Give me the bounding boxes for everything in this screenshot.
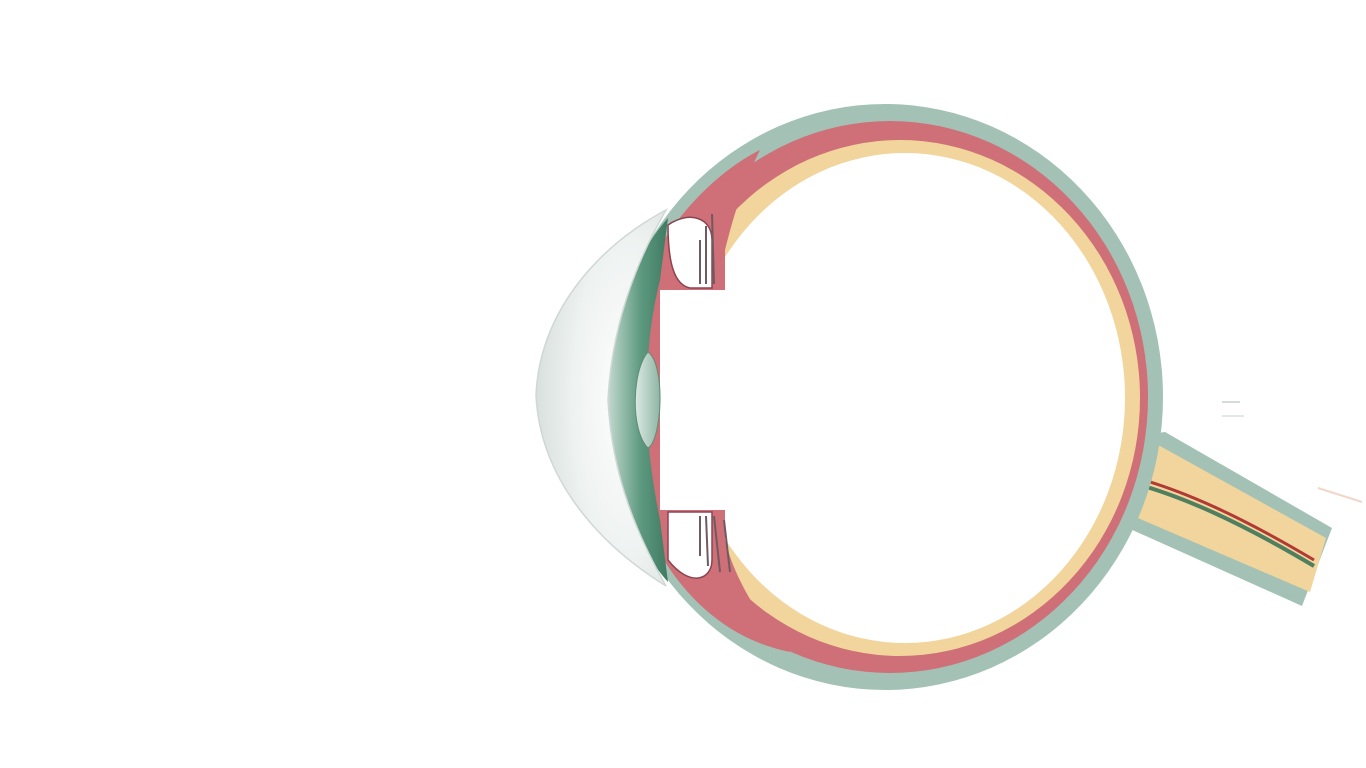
cornea: [535, 208, 668, 587]
ciliary-processes-upper: [667, 213, 715, 289]
nerve-reflections: [1222, 401, 1363, 503]
ciliary-processes-lower: [667, 511, 731, 579]
lens: [634, 351, 661, 449]
vitreous-body: [685, 153, 1125, 643]
anterior-chamber-space: [660, 290, 780, 510]
optic-nerve-fibers: [1110, 446, 1326, 592]
